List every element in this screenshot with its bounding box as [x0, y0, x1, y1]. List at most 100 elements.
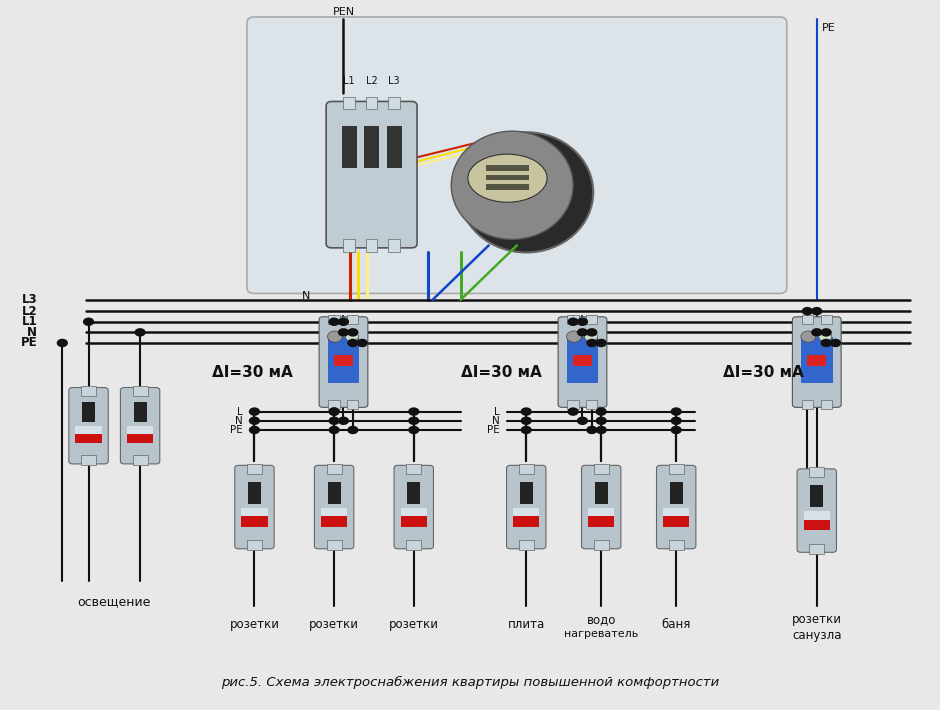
Circle shape — [521, 417, 532, 425]
Circle shape — [821, 339, 832, 347]
Bar — [133, 455, 148, 465]
Bar — [364, 126, 379, 168]
Bar — [802, 400, 813, 409]
Bar — [388, 97, 400, 109]
Circle shape — [670, 417, 681, 425]
Bar — [127, 426, 153, 435]
Circle shape — [819, 332, 832, 342]
Bar — [343, 239, 354, 252]
Bar — [594, 464, 609, 474]
Bar — [595, 481, 608, 503]
Bar — [81, 386, 96, 396]
Text: L1: L1 — [343, 76, 355, 86]
Circle shape — [408, 426, 419, 435]
Circle shape — [328, 317, 339, 326]
Ellipse shape — [451, 131, 573, 239]
Bar — [328, 315, 339, 324]
Text: освещение: освещение — [77, 596, 150, 608]
Text: L2: L2 — [366, 76, 378, 86]
Bar — [127, 431, 153, 444]
Circle shape — [328, 426, 339, 435]
Bar — [486, 175, 529, 180]
Bar — [809, 544, 824, 554]
FancyBboxPatch shape — [235, 465, 274, 549]
Text: ΔI=30 мA: ΔI=30 мA — [212, 365, 293, 380]
Circle shape — [596, 339, 607, 347]
Bar — [248, 481, 261, 503]
Bar — [321, 514, 347, 527]
Bar — [347, 400, 358, 409]
FancyBboxPatch shape — [314, 465, 353, 549]
Circle shape — [801, 331, 816, 342]
Circle shape — [587, 426, 598, 435]
Circle shape — [521, 426, 532, 435]
Circle shape — [408, 408, 419, 416]
Text: плита: плита — [508, 618, 545, 631]
Text: L: L — [237, 407, 243, 417]
Circle shape — [337, 317, 349, 326]
Bar — [247, 540, 262, 550]
Circle shape — [577, 328, 588, 337]
Circle shape — [596, 426, 607, 435]
Bar — [343, 97, 354, 109]
Bar — [587, 400, 598, 409]
Bar — [133, 386, 148, 396]
Bar — [326, 540, 341, 550]
Text: баня: баня — [662, 618, 691, 631]
Circle shape — [249, 417, 260, 425]
Text: розетки: розетки — [229, 618, 279, 631]
Circle shape — [670, 426, 681, 435]
Bar — [386, 126, 401, 168]
Bar — [573, 355, 592, 366]
Bar — [406, 464, 421, 474]
Circle shape — [337, 417, 349, 425]
Bar — [669, 481, 682, 503]
Text: розетки: розетки — [791, 613, 842, 626]
Circle shape — [811, 307, 822, 315]
Bar — [568, 315, 579, 324]
Bar — [810, 485, 823, 507]
Text: N: N — [302, 291, 310, 301]
Bar — [663, 514, 689, 527]
Circle shape — [585, 332, 598, 342]
Bar — [486, 165, 529, 171]
Bar — [587, 315, 598, 324]
Bar — [520, 481, 533, 503]
Circle shape — [830, 339, 841, 347]
Text: PEN: PEN — [333, 7, 354, 17]
Text: санузла: санузла — [792, 629, 841, 643]
Bar — [804, 511, 830, 520]
Circle shape — [356, 339, 368, 347]
FancyBboxPatch shape — [69, 388, 108, 464]
Circle shape — [56, 339, 68, 347]
Circle shape — [568, 408, 579, 416]
Text: розетки: розетки — [309, 618, 359, 631]
FancyBboxPatch shape — [792, 317, 841, 408]
Circle shape — [567, 331, 582, 342]
Bar — [82, 403, 95, 422]
Bar — [594, 540, 609, 550]
Bar — [75, 431, 102, 444]
Bar — [321, 508, 347, 516]
Bar — [821, 315, 832, 324]
Text: PE: PE — [487, 425, 500, 435]
Circle shape — [134, 328, 146, 337]
Bar — [802, 315, 813, 324]
Circle shape — [568, 317, 579, 326]
Bar — [519, 464, 534, 474]
Circle shape — [347, 328, 358, 337]
Bar — [804, 518, 830, 530]
Text: L3: L3 — [22, 293, 37, 306]
Bar — [347, 315, 358, 324]
Bar — [406, 540, 421, 550]
Text: розетки: розетки — [389, 618, 439, 631]
Bar — [663, 508, 689, 516]
Circle shape — [347, 339, 358, 347]
Text: N: N — [234, 416, 243, 426]
Bar — [513, 508, 540, 516]
Bar — [388, 239, 400, 252]
Text: PE: PE — [822, 23, 836, 33]
Bar — [588, 514, 615, 527]
Circle shape — [521, 408, 532, 416]
Bar — [366, 97, 377, 109]
